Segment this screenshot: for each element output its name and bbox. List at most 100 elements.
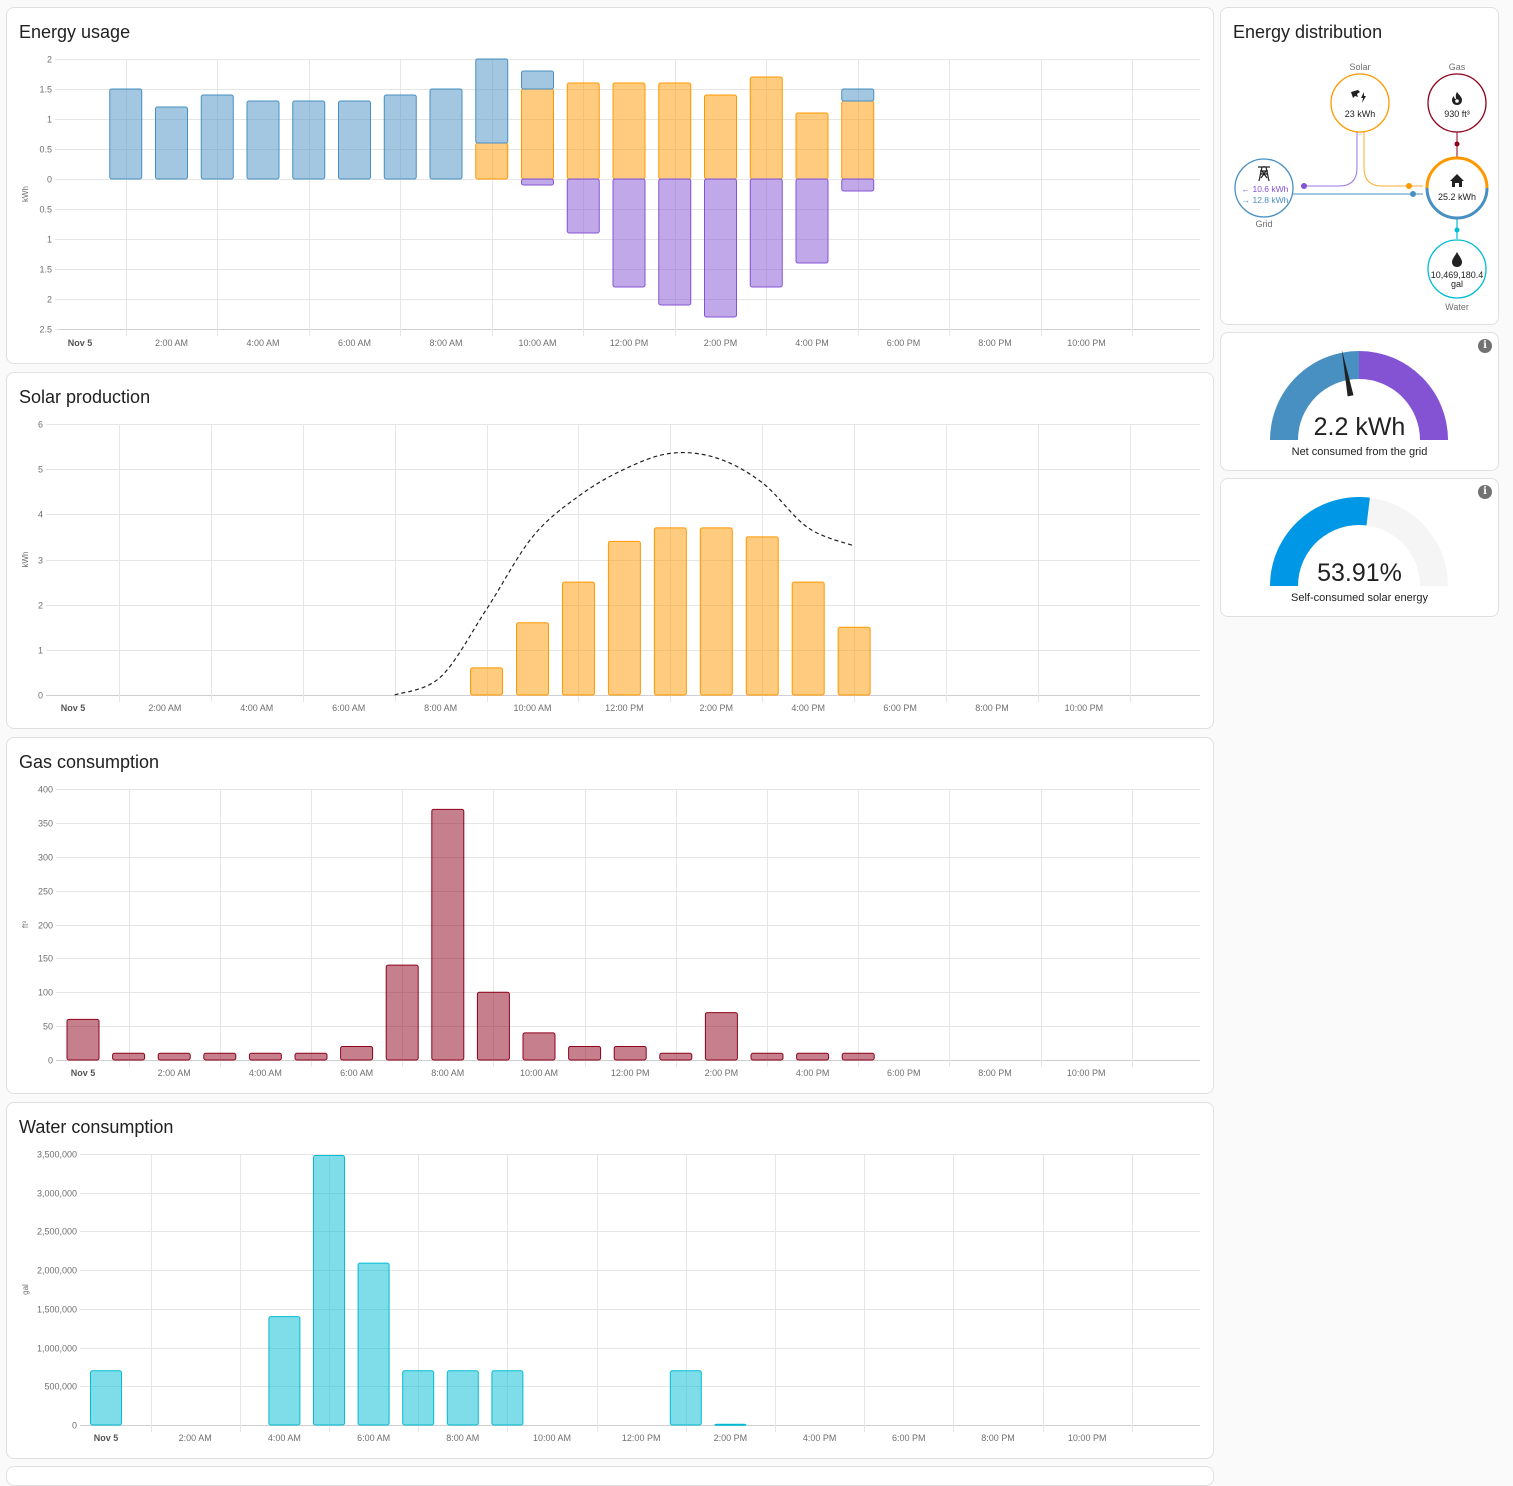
water-node xyxy=(1427,239,1487,299)
bar-solar-production xyxy=(837,626,871,696)
energy-usage-title: Energy usage xyxy=(19,22,131,42)
x-tick-label: Nov 5 xyxy=(61,703,86,713)
x-tick-label: 8:00 PM xyxy=(975,703,1009,713)
bar-solar-consumed xyxy=(612,82,646,180)
grid-node xyxy=(1234,158,1294,218)
y-tick-label: 3 xyxy=(38,556,43,566)
y-tick-label: 500,000 xyxy=(44,1382,77,1392)
bar-solar-consumed xyxy=(704,94,737,180)
flow-dot-grid xyxy=(1410,191,1416,197)
y-tick-label: 250 xyxy=(38,887,53,897)
water_consumption-chart: 3,500,000 3,000,000 2,500,000 2,000,000 1,50… xyxy=(21,1150,1200,1443)
x-tick-label: 6:00 PM xyxy=(892,1433,926,1443)
x-tick-label: 8:00 AM xyxy=(431,1068,464,1078)
water-node-unit: gal xyxy=(1451,279,1463,289)
y-tick-label: 1.5 xyxy=(39,265,52,275)
x-tick-label: 10:00 PM xyxy=(1067,338,1106,348)
grid-returned-value: ← 10.6 kWh xyxy=(1242,184,1289,194)
bar-water xyxy=(446,1370,479,1426)
bar-water xyxy=(90,1370,122,1426)
y-axis-unit: kWh xyxy=(21,552,30,568)
bar-gas xyxy=(704,1012,738,1061)
y-tick-label: 2 xyxy=(47,295,52,305)
bar-water xyxy=(313,1155,345,1426)
bar-gas xyxy=(66,1018,100,1061)
info-icon[interactable]: i xyxy=(1478,485,1492,499)
y-tick-label: 100 xyxy=(38,988,53,998)
y-tick-label: 4 xyxy=(38,510,43,520)
grid-node-label: Grid xyxy=(1255,219,1272,229)
x-tick-label: Nov 5 xyxy=(68,338,93,348)
bar-gas xyxy=(431,808,465,1061)
bar-gas xyxy=(248,1052,282,1061)
flow-solar-to-grid xyxy=(1305,128,1358,187)
forecast-line xyxy=(394,451,855,696)
y-tick-label: 5 xyxy=(38,465,43,475)
x-tick-label: 2:00 AM xyxy=(158,1068,191,1078)
x-tick-label: 6:00 PM xyxy=(883,703,917,713)
bar-solar-production xyxy=(653,527,687,696)
y-tick-label: 1,000,000 xyxy=(37,1344,77,1354)
bar-returned-to-grid xyxy=(612,178,646,288)
solar_production-chart: 6 5 4 3 2 1 0 Nov 5 2:00 AM 4:00 AM 6:00 AM 8:00 AM… xyxy=(21,420,1200,713)
bar-solar-consumed xyxy=(566,82,600,180)
home-node-value: 25.2 kWh xyxy=(1438,192,1476,202)
y-tick-label: 0.5 xyxy=(39,205,52,215)
x-tick-label: 12:00 PM xyxy=(610,338,649,348)
bar-gas xyxy=(796,1052,830,1061)
x-tick-label: 2:00 PM xyxy=(705,1068,739,1078)
y-axis-unit: ft³ xyxy=(21,921,30,928)
bar-grid-consumed xyxy=(338,100,371,180)
bar-gas xyxy=(750,1052,784,1061)
y-tick-label: 1 xyxy=(38,646,43,656)
bar-gas xyxy=(522,1032,556,1061)
energy-distribution-title: Energy distribution xyxy=(1233,22,1383,42)
info-icon[interactable]: i xyxy=(1478,339,1492,353)
bar-solar-production xyxy=(516,622,549,696)
bar-grid-consumed xyxy=(841,88,875,102)
y-axis-unit: kWh xyxy=(21,186,30,202)
grid-consumed-value: → 12.8 kWh xyxy=(1242,195,1289,205)
gauge-fill xyxy=(1270,497,1370,586)
water-node-value: 10,469,180.4 xyxy=(1431,270,1484,280)
y-axis-unit: gal xyxy=(21,1284,30,1295)
bar-gas xyxy=(568,1045,602,1061)
bar-water xyxy=(491,1370,524,1426)
bar-gas xyxy=(112,1052,146,1061)
bar-gas xyxy=(203,1052,237,1061)
gas_consumption-chart: 400 350 300 250 200 150 100 50 0 Nov 5 2:00 AM 4:00… xyxy=(21,785,1200,1078)
x-tick-label: 10:00 AM xyxy=(518,338,556,348)
x-tick-label: 2:00 PM xyxy=(704,338,738,348)
bar-gas xyxy=(841,1052,875,1061)
bar-returned-to-grid xyxy=(841,178,875,192)
gas-consumption-card: Gas consumption xyxy=(6,737,1214,1094)
y-tick-label: 3,000,000 xyxy=(37,1189,77,1199)
x-tick-label: 8:00 AM xyxy=(424,703,457,713)
y-tick-label: 2.5 xyxy=(39,325,52,335)
bar-water xyxy=(669,1370,702,1426)
self-consumed-label: Self-consumed solar energy xyxy=(1291,592,1428,604)
y-tick-label: 50 xyxy=(43,1022,53,1032)
bar-solar-consumed xyxy=(658,82,692,180)
x-tick-label: 4:00 AM xyxy=(240,703,273,713)
solar-production-title: Solar production xyxy=(19,387,151,407)
bar-gas xyxy=(157,1052,191,1061)
y-tick-label: 0 xyxy=(72,1421,77,1431)
y-tick-label: 1.5 xyxy=(39,85,52,95)
bar-solar-production xyxy=(561,581,595,696)
bar-solar-production xyxy=(470,667,504,696)
bar-gas xyxy=(659,1052,693,1061)
x-tick-label: Nov 5 xyxy=(71,1068,96,1078)
self-consumed-gauge-card: i 53.91% Self-consumed solar energy xyxy=(1220,478,1499,617)
x-tick-label: 12:00 PM xyxy=(611,1068,650,1078)
bar-solar-consumed xyxy=(841,100,875,180)
x-tick-label: 10:00 AM xyxy=(533,1433,571,1443)
bar-solar-consumed xyxy=(795,112,829,180)
x-tick-label: 2:00 PM xyxy=(714,1433,748,1443)
net-grid-gauge xyxy=(1270,349,1448,440)
y-tick-label: 0 xyxy=(47,175,52,185)
bar-solar-consumed xyxy=(475,142,509,180)
fire-icon xyxy=(1452,92,1462,105)
y-tick-label: 2 xyxy=(47,55,52,65)
